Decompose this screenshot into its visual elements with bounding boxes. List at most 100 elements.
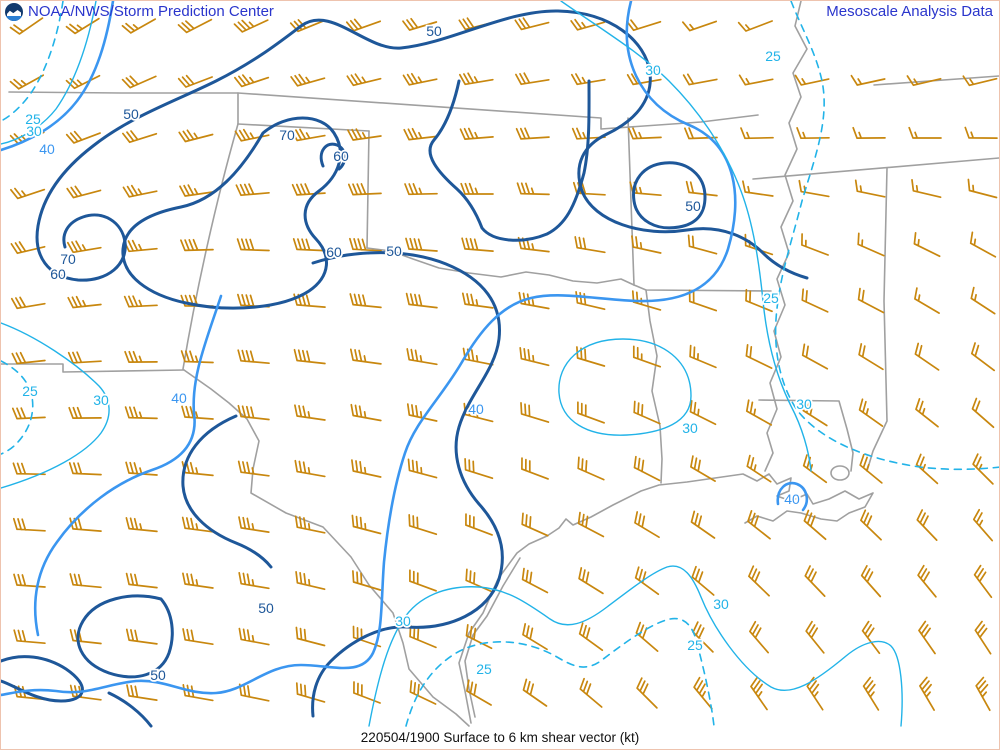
wind-barb bbox=[626, 73, 662, 86]
contour-line-30 bbox=[1, 1, 97, 145]
wind-barb bbox=[290, 73, 326, 87]
wind-barb bbox=[9, 17, 44, 35]
wind-barb bbox=[407, 458, 438, 479]
wind-barb bbox=[347, 183, 382, 196]
wind-barb bbox=[575, 291, 606, 311]
wind-barb bbox=[465, 513, 493, 536]
wind-barb bbox=[68, 406, 102, 419]
contour-line-30 bbox=[1, 322, 110, 489]
contour-line-25 bbox=[774, 1, 999, 471]
wind-barb bbox=[238, 627, 270, 646]
wind-barb bbox=[459, 127, 494, 140]
wind-barb bbox=[911, 179, 942, 199]
wind-barb bbox=[352, 570, 382, 591]
contour-line-50 bbox=[181, 414, 273, 569]
contour-line-40 bbox=[776, 481, 809, 512]
contour-label: 40 bbox=[171, 390, 187, 406]
wind-barb bbox=[350, 403, 382, 422]
wind-barb bbox=[636, 677, 658, 709]
wind-barb bbox=[466, 679, 492, 706]
wind-barb bbox=[182, 572, 214, 589]
wind-barb bbox=[572, 181, 606, 196]
contour-label: 40 bbox=[468, 401, 484, 417]
wind-barb bbox=[346, 73, 382, 87]
wind-barb bbox=[972, 508, 994, 542]
wind-barb bbox=[629, 181, 662, 197]
wind-barb bbox=[67, 351, 102, 364]
contour-label: 70 bbox=[60, 251, 76, 267]
wind-barb bbox=[913, 232, 941, 258]
wind-barb bbox=[738, 74, 774, 86]
wind-barb bbox=[975, 676, 991, 712]
wind-barb bbox=[65, 17, 100, 35]
wind-barb bbox=[12, 517, 46, 532]
wind-barb bbox=[692, 621, 714, 653]
wind-barb bbox=[295, 626, 326, 647]
wind-barb bbox=[406, 348, 438, 366]
wind-barb bbox=[633, 455, 661, 482]
wind-barb bbox=[292, 238, 326, 252]
contour-line-50 bbox=[1, 655, 84, 703]
wind-barb bbox=[404, 183, 438, 196]
contour-label: 30 bbox=[645, 62, 661, 78]
wind-barb bbox=[69, 628, 102, 645]
wind-barb bbox=[570, 18, 606, 31]
wind-barb bbox=[802, 398, 828, 427]
wind-barb bbox=[409, 569, 437, 592]
contour-label: 25 bbox=[765, 48, 781, 64]
wind-barb bbox=[577, 401, 605, 424]
wind-barb bbox=[972, 453, 994, 485]
wind-barb bbox=[10, 241, 46, 255]
contour-line-60 bbox=[319, 142, 347, 171]
wind-barb bbox=[974, 620, 992, 655]
wind-barb bbox=[405, 292, 438, 309]
wind-barb bbox=[574, 236, 606, 254]
wind-barb bbox=[914, 342, 940, 371]
wind-barb bbox=[627, 127, 662, 140]
wind-barb bbox=[857, 232, 885, 257]
wind-barb bbox=[352, 625, 382, 648]
wind-barb bbox=[801, 288, 829, 313]
wind-barb bbox=[633, 400, 661, 425]
contour-line-50 bbox=[107, 691, 153, 728]
wind-barb bbox=[689, 399, 717, 426]
contour-label: 40 bbox=[39, 141, 55, 157]
wind-barb bbox=[461, 237, 494, 252]
contour-line-50 bbox=[76, 594, 174, 679]
wind-barb bbox=[857, 287, 885, 314]
wind-barb bbox=[123, 295, 158, 308]
wind-barb bbox=[745, 344, 773, 369]
contour-line-50 bbox=[35, 9, 809, 282]
wind-barb bbox=[294, 404, 326, 421]
wind-barb bbox=[515, 127, 550, 140]
wind-barb bbox=[294, 515, 326, 534]
wind-barb bbox=[180, 350, 214, 364]
wind-barb bbox=[123, 239, 158, 253]
wind-barb bbox=[517, 236, 550, 253]
wind-barb bbox=[964, 126, 998, 139]
wind-barb bbox=[13, 629, 46, 645]
wind-barb bbox=[351, 514, 382, 535]
contour-line-30 bbox=[368, 565, 903, 727]
wind-barb bbox=[65, 130, 101, 144]
wind-barb bbox=[66, 185, 102, 199]
wind-barb bbox=[180, 238, 214, 252]
wind-barb bbox=[522, 623, 548, 651]
wind-barb bbox=[236, 238, 270, 252]
wind-barb bbox=[237, 460, 270, 477]
wind-barb bbox=[579, 677, 603, 708]
wind-barb bbox=[521, 567, 549, 594]
wind-barb bbox=[801, 233, 829, 256]
wind-barb bbox=[969, 231, 997, 258]
wind-barb bbox=[684, 127, 718, 140]
wind-barb bbox=[859, 453, 883, 484]
wind-barb bbox=[970, 286, 996, 315]
wind-barb bbox=[402, 72, 438, 86]
wind-barb bbox=[293, 293, 326, 308]
contour-line-60 bbox=[121, 116, 342, 310]
wind-barb bbox=[858, 343, 884, 371]
wind-barb bbox=[234, 128, 270, 142]
wind-barb bbox=[577, 511, 605, 538]
contour-line-50 bbox=[428, 79, 591, 242]
wind-barb bbox=[690, 455, 716, 482]
